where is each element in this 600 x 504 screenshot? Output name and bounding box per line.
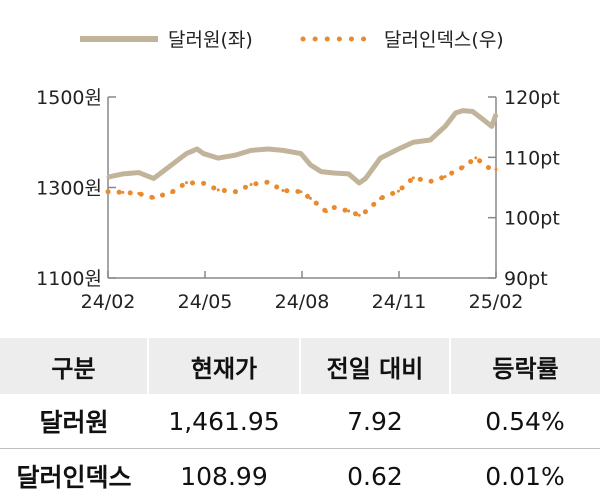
x-tick-label: 25/02 [469, 291, 524, 313]
dxy-data-point [474, 156, 478, 160]
dxy-data-point [121, 190, 125, 194]
krw-data-point [170, 163, 174, 167]
krw-data-point [249, 148, 253, 152]
dxy-data-point [152, 196, 156, 200]
dxy-data-point [494, 167, 498, 171]
krw-data-point [184, 152, 188, 156]
dxy-data-point [487, 166, 491, 170]
dxy-data-point [443, 175, 447, 179]
legend-label-krw: 달러원(좌) [168, 29, 253, 51]
krw-data-point [443, 124, 447, 128]
table-header-row: 구분 현재가 전일 대비 등락률 [0, 338, 600, 394]
right-tick-label: 110pt [504, 147, 560, 169]
table-cell: 0.54% [450, 394, 600, 449]
krw-data-point [357, 181, 361, 185]
dxy-data-point [357, 213, 361, 217]
dxy-data-point [249, 182, 253, 186]
krw-data-point [332, 171, 336, 175]
table-cell: 7.92 [300, 394, 450, 449]
fx-summary-table: 구분 현재가 전일 대비 등락률 달러원 1,461.95 7.92 0.54%… [0, 338, 600, 503]
x-tick-label: 24/11 [372, 291, 427, 313]
krw-data-point [137, 171, 141, 175]
krw-data-point [481, 118, 485, 122]
left-axis-ticks: 1500원 1300원 1100원 [36, 87, 116, 290]
krw-data-point [308, 163, 312, 167]
plot-frame [107, 97, 497, 279]
dxy-data-point [461, 165, 465, 169]
krw-data-point [490, 124, 494, 128]
dxy-data-point [201, 181, 205, 185]
right-axis-ticks: 120pt 110pt 100pt 90pt [488, 87, 560, 290]
dxy-data-point [324, 210, 328, 214]
dxy-data-point [364, 210, 368, 214]
dxy-data-point [216, 188, 220, 192]
krw-data-point [299, 152, 303, 156]
series-points-dxy [106, 156, 498, 217]
krw-data-point [152, 176, 156, 180]
krw-data-point [378, 156, 382, 160]
krw-data-point [347, 172, 351, 176]
krw-data-point [396, 147, 400, 151]
table-header: 등락률 [449, 338, 600, 394]
x-tick-label: 24/02 [81, 291, 136, 313]
table-cell: 달러원 [0, 394, 148, 449]
dxy-data-point [281, 189, 285, 193]
krw-data-point [121, 172, 125, 176]
dxy-data-point [332, 205, 336, 209]
krw-data-point [494, 112, 498, 116]
dxy-data-point [170, 190, 174, 194]
krw-data-point [216, 156, 220, 160]
dxy-data-point [347, 209, 351, 213]
krw-data-point [319, 170, 323, 174]
dxy-data-point [234, 190, 238, 194]
exchange-rate-chart: 달러원(좌) 달러인덱스(우) 1500원 1300원 1100원 120pt 110… [36, 29, 560, 313]
krw-data-point [471, 109, 475, 113]
x-axis-ticks: 24/02 24/05 24/08 24/11 25/02 [81, 271, 524, 313]
left-tick-label: 1100원 [36, 268, 102, 290]
table-cell: 108.99 [180, 461, 268, 491]
table-cell: 달러인덱스 [16, 463, 132, 492]
dxy-data-point [106, 190, 110, 194]
krw-data-point [234, 153, 238, 157]
left-tick-label: 1300원 [36, 178, 102, 200]
table-header: 전일 대비 [299, 338, 450, 394]
krw-data-point [364, 176, 368, 180]
chart-legend: 달러원(좌) 달러인덱스(우) [80, 29, 504, 51]
krw-data-point [428, 138, 432, 142]
dxy-data-point [137, 192, 141, 196]
x-tick-label: 24/05 [178, 291, 233, 313]
series-points-krw [106, 109, 498, 185]
table-header: 현재가 [147, 338, 300, 394]
legend-label-dxy: 달러인덱스(우) [384, 29, 504, 51]
dxy-data-point [378, 196, 382, 200]
krw-data-point [195, 147, 199, 151]
left-tick-label: 1500원 [36, 87, 102, 109]
dxy-data-point [308, 196, 312, 200]
dxy-data-point [396, 189, 400, 193]
table-cell: 0.62 [347, 461, 403, 491]
table-row: 달러인덱스 108.99 0.62 0.01% [0, 449, 600, 504]
table-row: 달러원 1,461.95 7.92 0.54% [0, 394, 600, 449]
krw-data-point [411, 140, 415, 144]
dxy-data-point [299, 190, 303, 194]
dxy-data-point [411, 176, 415, 180]
krw-data-point [106, 175, 110, 179]
krw-data-point [281, 148, 285, 152]
krw-data-point [266, 147, 270, 151]
dxy-data-point [428, 179, 432, 183]
krw-data-point [454, 111, 458, 115]
dxy-data-point [266, 180, 270, 184]
series-line-krw [107, 108, 499, 186]
table-header: 구분 [0, 338, 148, 394]
table-cell: 0.01% [485, 461, 565, 491]
dxy-data-point [184, 181, 188, 185]
right-tick-label: 90pt [504, 268, 548, 290]
right-tick-label: 100pt [504, 208, 560, 230]
x-tick-label: 24/08 [275, 291, 330, 313]
table-cell: 1,461.95 [148, 394, 300, 449]
krw-data-point [461, 109, 465, 113]
right-tick-label: 120pt [504, 87, 560, 109]
krw-data-point [201, 152, 205, 156]
